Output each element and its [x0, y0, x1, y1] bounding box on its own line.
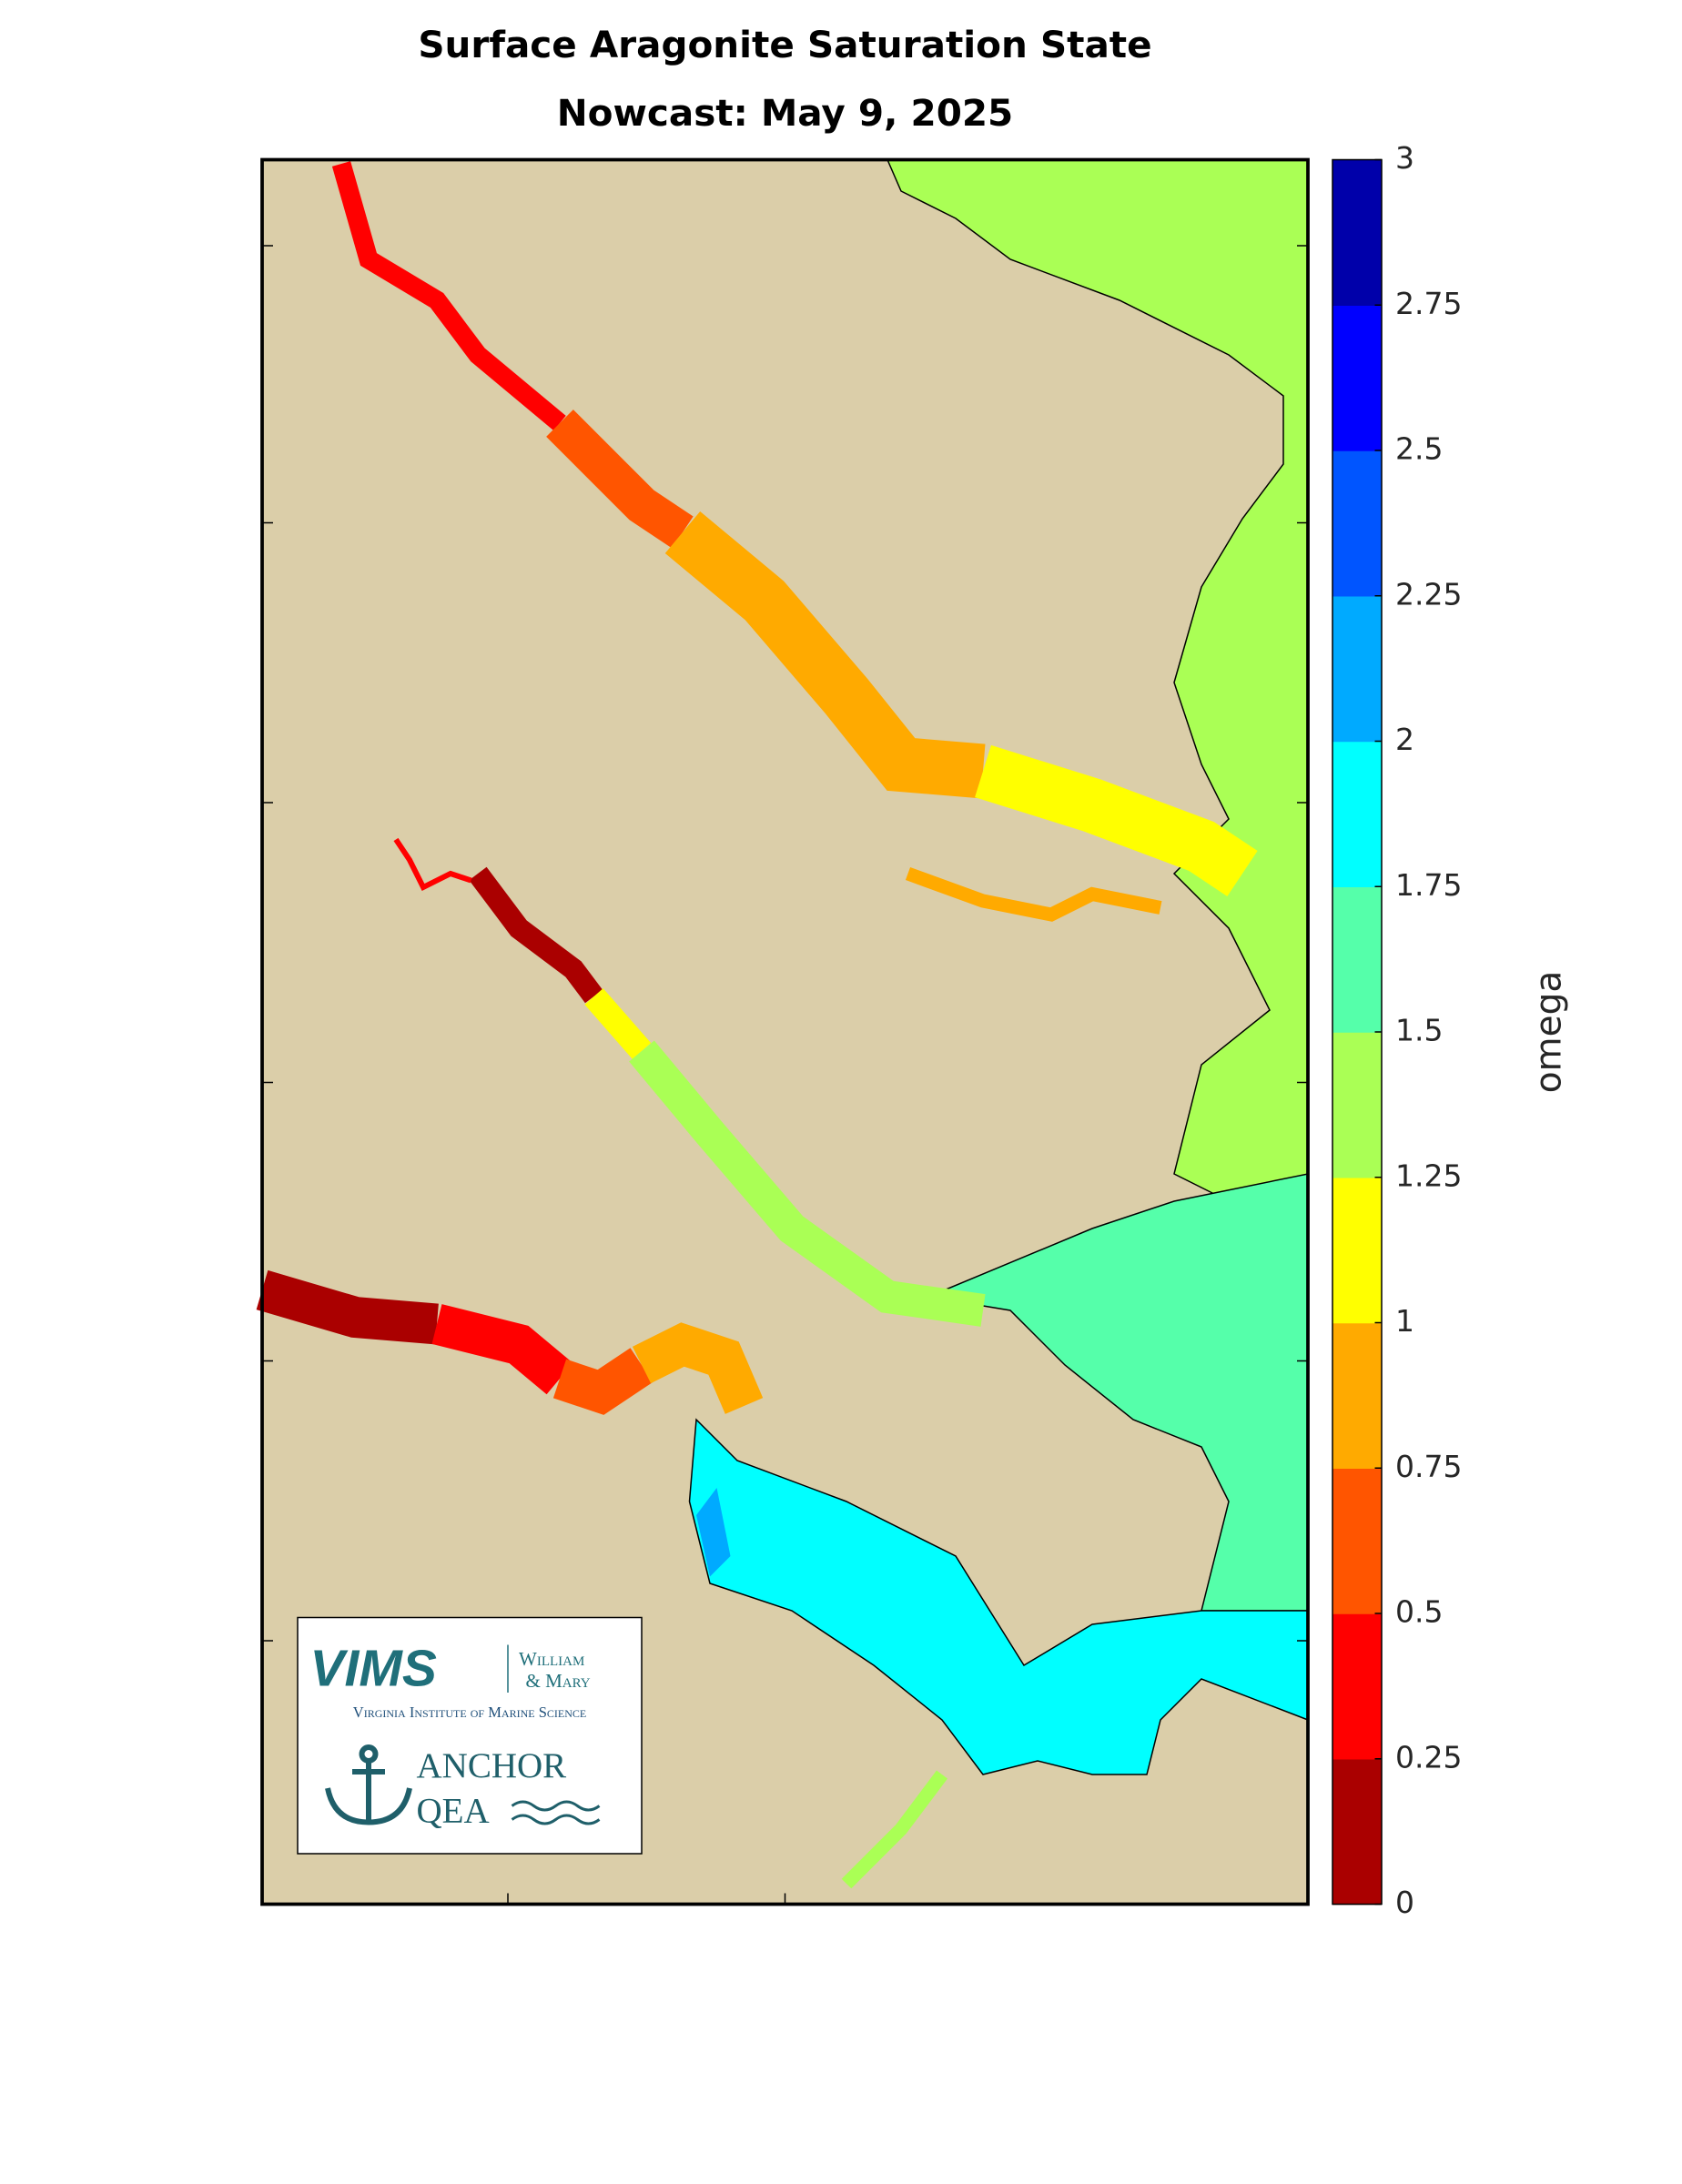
logo-mary: & Mary: [526, 1670, 591, 1692]
title-line-2: Nowcast: May 9, 2025: [557, 91, 1014, 135]
colorbar-segment: [1332, 1322, 1382, 1469]
elizabeth-river: [841, 1770, 947, 1889]
york-river: [469, 866, 603, 1004]
colorbar-segment: [1332, 159, 1382, 306]
colorbar-tick-label: 2.25: [1395, 576, 1462, 612]
colorbar-segment: [1332, 595, 1382, 743]
colorbar-tick-label: 0.5: [1395, 1594, 1443, 1630]
colorbar-tick-label: 0: [1395, 1885, 1414, 1920]
colorbar-segment: [1332, 741, 1382, 887]
colorbar-tick-label: 1.5: [1395, 1013, 1443, 1048]
logo-institute: Virginia Institute of Marine Science: [353, 1704, 586, 1721]
colorbar-segment: [1332, 1032, 1382, 1178]
rappahannock-river: [331, 161, 566, 431]
rappahannock-river: [975, 744, 1258, 896]
colorbar-segment: [1332, 305, 1382, 451]
pamunkey-river: [393, 837, 472, 892]
piankatank-river: [905, 866, 1162, 922]
james-river: [431, 1304, 573, 1395]
colorbar-tick-label: 1: [1395, 1303, 1414, 1339]
colorbar-tick-label: 2: [1395, 722, 1414, 757]
colorbar-tick-label: 0.25: [1395, 1739, 1462, 1774]
colorbar-segment: [1332, 1468, 1382, 1614]
james-river: [552, 1348, 654, 1415]
rappahannock-river: [664, 511, 986, 799]
colorbar-tick-label: 2.5: [1395, 431, 1443, 467]
colorbar-segment: [1332, 886, 1382, 1033]
colorbar-tick-label: 1.75: [1395, 867, 1462, 903]
colorbar-segment: [1332, 1758, 1382, 1906]
logo-anchor: ANCHOR: [417, 1746, 567, 1785]
colorbar-tick-label: 0.75: [1395, 1449, 1462, 1484]
rappahannock-river: [546, 410, 694, 549]
york-river: [584, 988, 652, 1059]
james-river: [256, 1269, 439, 1345]
frame: [260, 157, 1310, 1906]
colorbar-tick-label: 1.25: [1395, 1158, 1462, 1193]
logo-vims: VIMS: [310, 1640, 437, 1698]
logo: VIMS William & Mary Virginia Institute o…: [297, 1616, 643, 1855]
map: VIMS William & Mary Virginia Institute o…: [256, 157, 1310, 1906]
logo-waves: [511, 1800, 601, 1825]
land: [262, 159, 1308, 1905]
logo-qea: QEA: [417, 1792, 490, 1831]
colorbar-label: omega: [1529, 971, 1570, 1094]
colorbar: 0 0.25 0.5 0.75 1 1.25 1.5 1.75 2 2.25 2.5 2.75 3: [1332, 140, 1462, 1920]
logo-william: William: [519, 1648, 584, 1670]
bay-mouth-deep: [696, 1488, 731, 1577]
colorbar-segment: [1332, 1177, 1382, 1324]
colorbar-tick-label: 2.75: [1395, 286, 1462, 321]
colorbar-tick-label: 3: [1395, 140, 1414, 176]
title-line-1: Surface Aragonite Saturation State: [418, 23, 1151, 66]
logo-anchor-icon: [325, 1744, 412, 1825]
james-river: [632, 1322, 764, 1414]
colorbar-segment: [1332, 450, 1382, 597]
york-river: [629, 1040, 986, 1327]
ocean: [886, 158, 1309, 1202]
colorbar-segment: [1332, 1613, 1382, 1760]
bay-mouth: [688, 1418, 1309, 1775]
